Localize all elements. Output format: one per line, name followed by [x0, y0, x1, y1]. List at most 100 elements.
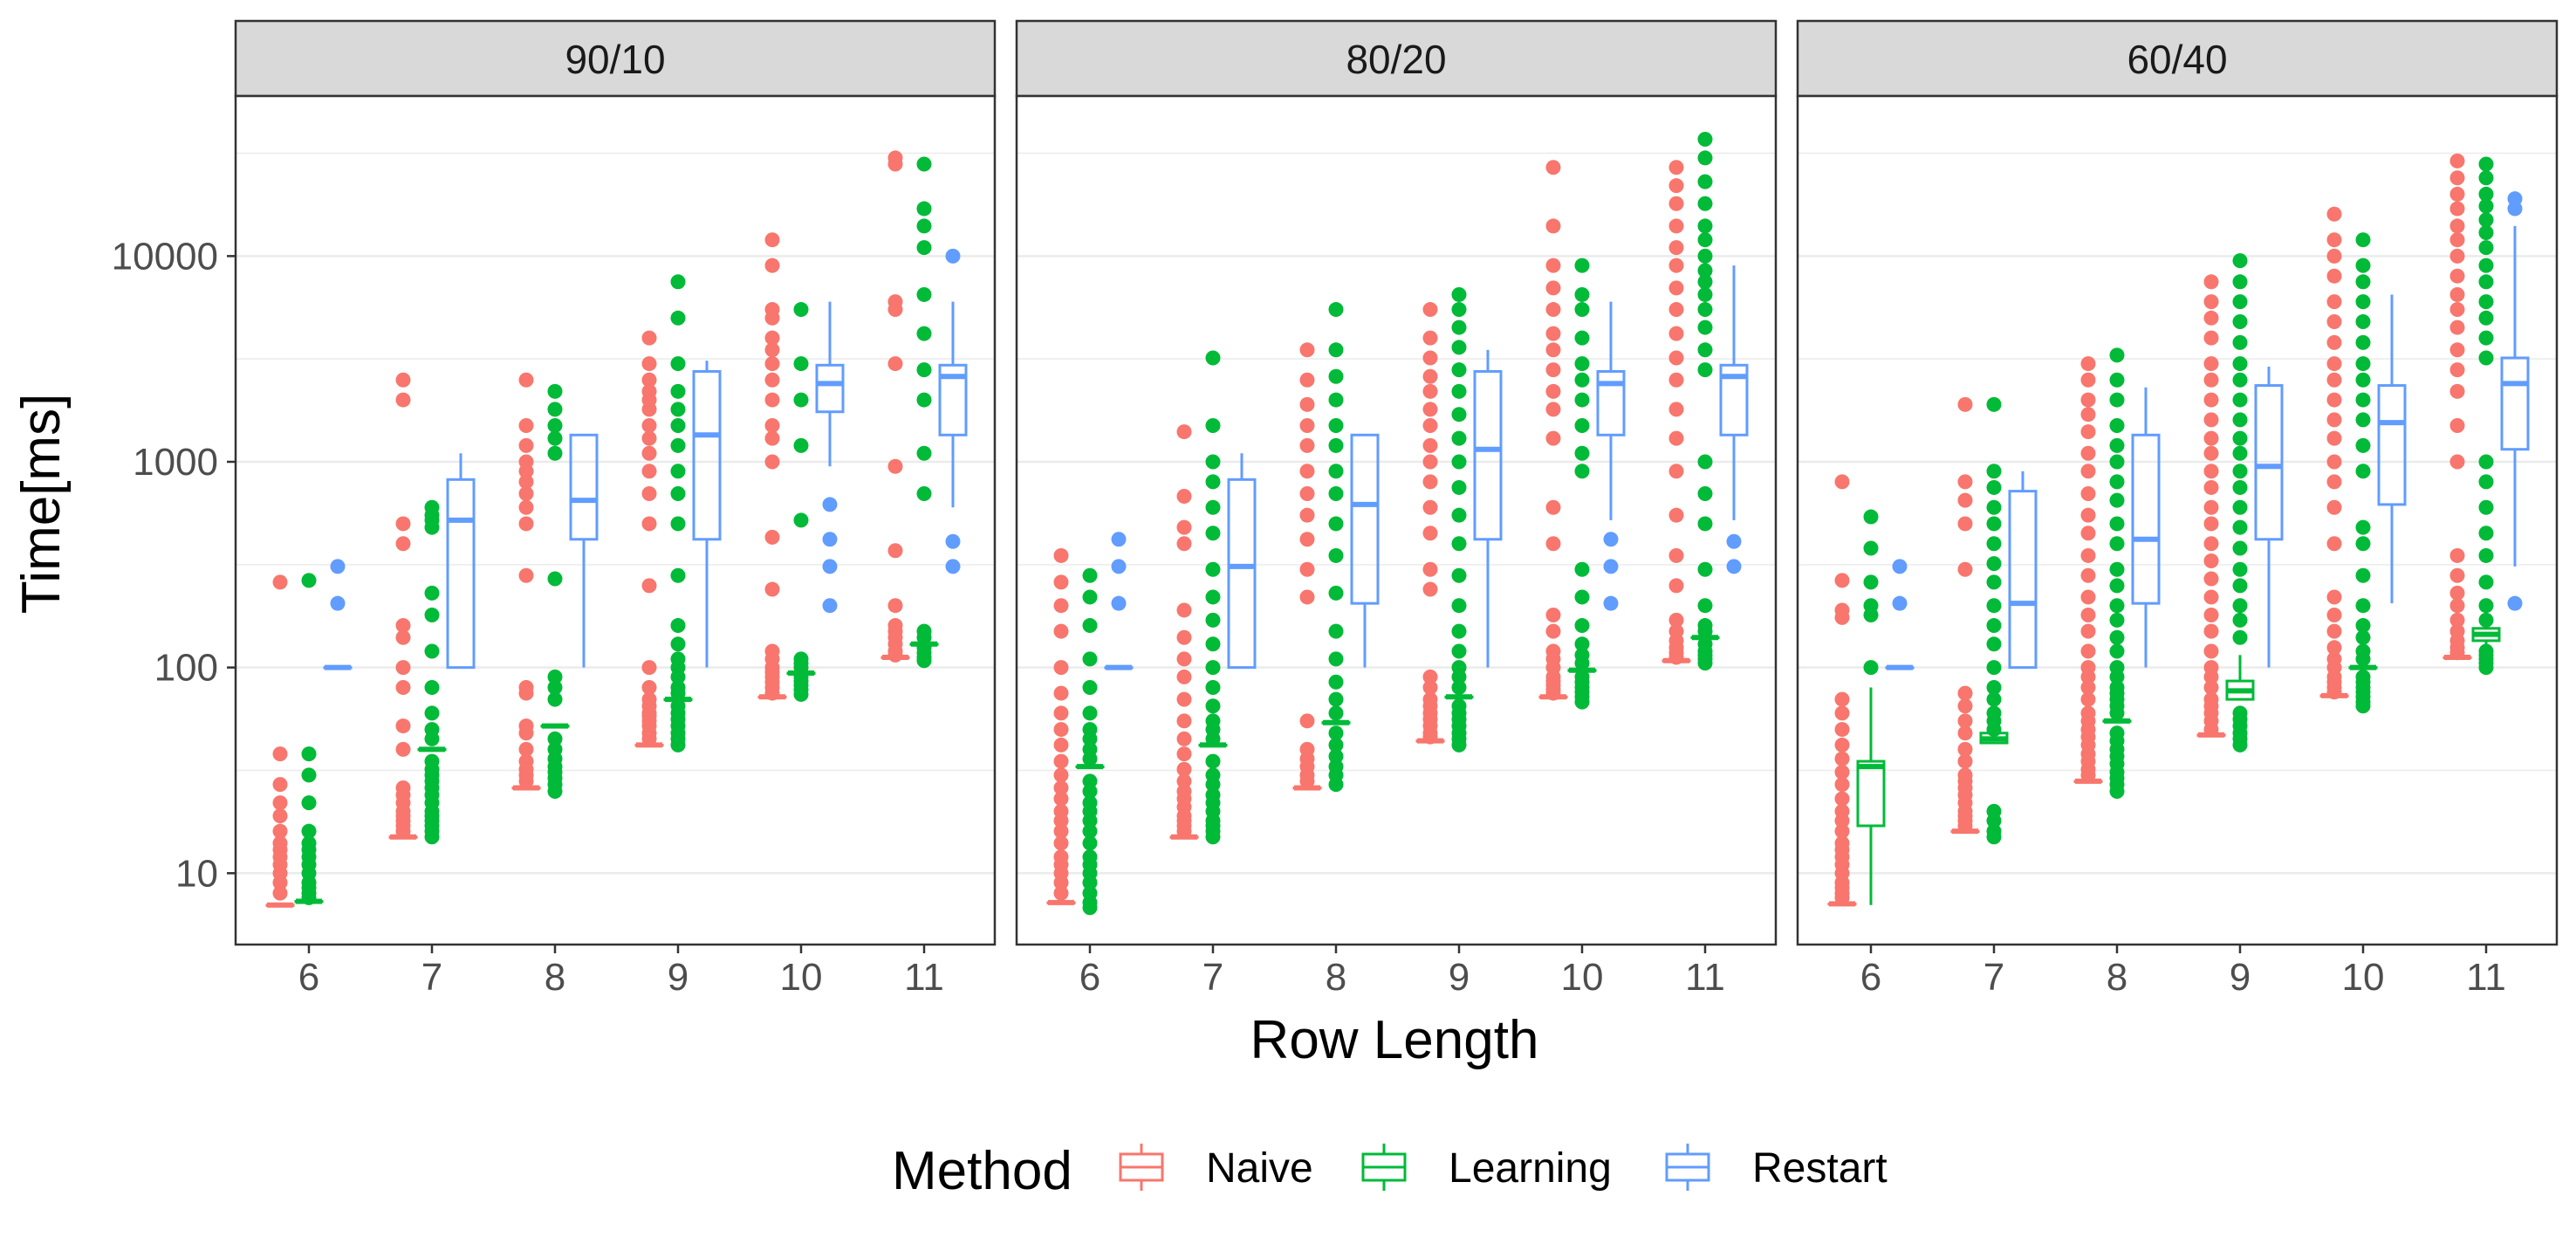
- outlier-point: [1082, 795, 1098, 811]
- box-body: [1227, 478, 1257, 670]
- outlier-point: [2355, 464, 2371, 479]
- box-body: [938, 363, 968, 436]
- outlier-point: [518, 718, 534, 734]
- outlier-point: [2080, 392, 2096, 408]
- panel-plot-area: [236, 96, 995, 945]
- outlier-point: [670, 464, 686, 479]
- outlier-point: [1053, 885, 1069, 901]
- outlier-point: [2478, 612, 2494, 628]
- outlier-point: [2109, 643, 2125, 659]
- outlier-point: [395, 718, 411, 734]
- outlier-point: [1328, 623, 1344, 639]
- outlier-point: [547, 741, 563, 757]
- outlier-point: [887, 598, 903, 614]
- outlier-point: [1053, 737, 1069, 753]
- outlier-point: [2507, 595, 2523, 611]
- box-body: [1350, 433, 1380, 605]
- outlier-point: [518, 372, 534, 388]
- outlier-point: [1986, 636, 2002, 652]
- box-restart-10: [2377, 294, 2407, 604]
- box-naive-10: [757, 232, 787, 701]
- box-body: [815, 363, 845, 414]
- box-restart-6: [1104, 532, 1134, 670]
- outlier-point: [518, 679, 534, 695]
- outlier-point: [2355, 313, 2371, 329]
- outlier-point: [2478, 330, 2494, 346]
- outlier-point: [1574, 445, 1590, 461]
- outlier-point: [272, 808, 288, 824]
- outlier-point: [1176, 713, 1192, 729]
- outlier-point: [1205, 454, 1221, 470]
- x-tick-label: 9: [668, 956, 689, 999]
- outlier-point: [641, 516, 657, 532]
- outlier-point: [1053, 574, 1069, 590]
- outlier-point: [1603, 595, 1619, 611]
- outlier-point: [641, 578, 657, 594]
- box-body: [1856, 759, 1886, 828]
- x-tick-label: 9: [1449, 956, 1470, 999]
- outlier-point: [518, 741, 534, 757]
- outlier-point: [1299, 437, 1315, 453]
- outlier-point: [1668, 160, 1684, 175]
- outlier-point: [2326, 232, 2342, 248]
- outlier-point: [1986, 556, 2002, 572]
- outlier-point: [2203, 691, 2219, 707]
- outlier-point: [2355, 643, 2371, 659]
- outlier-point: [1176, 731, 1192, 746]
- outlier-point: [2478, 274, 2494, 290]
- outlier-point: [2109, 347, 2125, 363]
- box-body: [1473, 369, 1503, 541]
- outlier-point: [1082, 722, 1098, 738]
- outlier-point: [2326, 536, 2342, 552]
- box-restart-10: [1596, 301, 1626, 611]
- outlier-point: [1205, 612, 1221, 628]
- outlier-point: [2478, 170, 2494, 186]
- outlier-point: [641, 383, 657, 399]
- y-tick-label: 100: [154, 647, 218, 690]
- outlier-point: [1451, 479, 1467, 495]
- outlier-point: [301, 795, 317, 811]
- y-axis: 10 100 1000 10000: [112, 235, 236, 895]
- outlier-point: [887, 543, 903, 559]
- outlier-point: [887, 458, 903, 474]
- outlier-point: [1205, 526, 1221, 541]
- outlier-point: [2232, 445, 2248, 461]
- outlier-point: [2478, 454, 2494, 470]
- outlier-point: [641, 356, 657, 372]
- outlier-point: [518, 516, 534, 532]
- outlier-point: [2080, 407, 2096, 423]
- outlier-point: [764, 330, 780, 346]
- outlier-point: [1574, 356, 1590, 372]
- outlier-point: [2449, 598, 2465, 614]
- outlier-point: [301, 823, 317, 839]
- outlier-point: [2080, 547, 2096, 563]
- outlier-point: [547, 679, 563, 695]
- outlier-point: [2203, 516, 2219, 532]
- outlier-point: [1176, 424, 1192, 440]
- outlier-point: [2478, 294, 2494, 310]
- outlier-point: [2080, 486, 2096, 502]
- outlier-point: [1697, 232, 1713, 248]
- outlier-point: [1082, 705, 1098, 721]
- legend-title: Method: [892, 1141, 1072, 1201]
- box-naive-7: [388, 372, 418, 840]
- x-tick-label: 10: [1561, 956, 1604, 999]
- outlier-point: [1053, 753, 1069, 769]
- outlier-point: [1451, 623, 1467, 639]
- outlier-point: [1574, 647, 1590, 663]
- outlier-point: [1986, 536, 2002, 552]
- outlier-point: [2203, 499, 2219, 515]
- outlier-point: [1545, 160, 1561, 175]
- x-tick-label: 10: [2342, 956, 2385, 999]
- outlier-point: [1205, 636, 1221, 652]
- outlier-point: [670, 437, 686, 453]
- outlier-point: [670, 618, 686, 634]
- outlier-point: [887, 618, 903, 634]
- outlier-point: [793, 302, 809, 318]
- outlier-point: [1176, 536, 1192, 552]
- panel-90-10: 90/10 6 7 8 9 10 11: [234, 19, 997, 999]
- outlier-point: [2449, 623, 2465, 639]
- panels-layer: 90/10 6 7 8 9 10 11 80/20 6 7 8 9 10 11 60/40 6 7 8 9 10 11: [234, 19, 2559, 999]
- box-learning-11: [909, 156, 939, 669]
- outlier-point: [2355, 618, 2371, 634]
